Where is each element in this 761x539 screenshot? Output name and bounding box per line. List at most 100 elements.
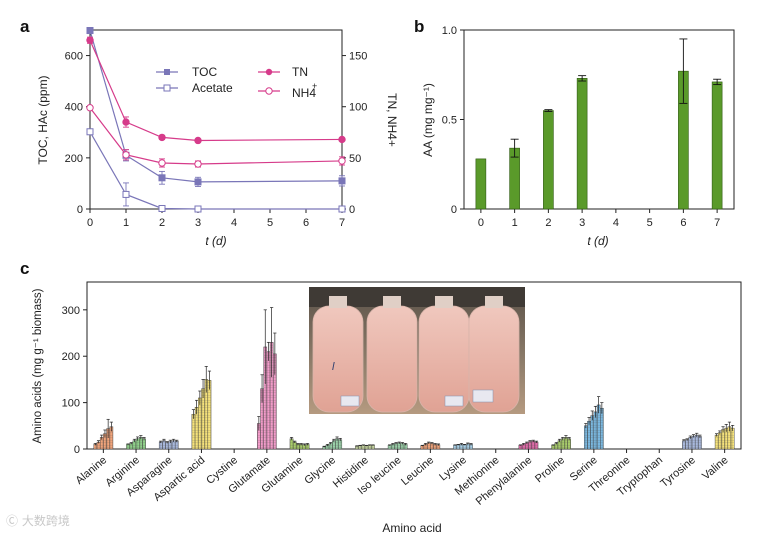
b-bar-7	[711, 81, 723, 210]
c-bar-hatch-18-4	[695, 435, 699, 449]
c-bar-hatch-5-3	[266, 351, 271, 449]
c-bar-hatch-2-0	[159, 442, 163, 449]
a-point-1-3	[194, 205, 202, 213]
c-bar-hatch-2-1	[162, 440, 166, 449]
a-x-tick-label-0: 0	[87, 217, 93, 229]
c-bar-hatch-5-0	[257, 423, 261, 449]
vial-4	[468, 296, 520, 413]
b-x-tick-label-2: 2	[545, 217, 551, 229]
c-bar-hatch-5-2	[263, 346, 267, 449]
c-bar-hatch-6-4	[302, 444, 306, 449]
panel-a: 0 1 2 3 4 5 6 7 0 200 400 600 0 50 100 150 t (d) TOC,…	[36, 26, 399, 248]
a-y-tick-label-600: 600	[65, 51, 83, 63]
c-bar-hatch-8-3	[364, 445, 369, 449]
c-bar-hatch-14-4	[564, 437, 568, 449]
c-bar-hatch-11-3	[463, 444, 467, 449]
c-bar-hatch-3-3	[201, 388, 205, 449]
c-bar-hatch-6-1	[293, 442, 297, 449]
b-bar-3	[576, 78, 588, 210]
c-bar-hatch-18-0	[682, 440, 686, 449]
c-bar-hatch-15-0	[584, 425, 588, 449]
c-bar-hatch-15-5	[600, 408, 604, 449]
c-bar-hatch-1-3	[136, 438, 140, 449]
c-bar-hatch-10-1	[423, 444, 428, 449]
c-bar-hatch-11-4	[466, 443, 470, 449]
a-point-0-3	[194, 178, 202, 186]
c-bar-hatch-13-4	[531, 441, 535, 449]
c-bar-hatch-15-2	[590, 415, 594, 449]
c-bar-hatch-10-2	[427, 442, 431, 449]
a-y2-tick-label-50: 50	[349, 153, 361, 165]
c-bar-hatch-18-1	[685, 439, 689, 449]
a-y2-tick-label-0: 0	[349, 204, 355, 216]
c-bar-hatch-10-3	[430, 443, 434, 449]
a-point-3-4	[338, 157, 346, 165]
vial-photo-inset: l	[309, 287, 525, 414]
c-bar-hatch-6-3	[299, 444, 303, 449]
c-bar-hatch-18-3	[691, 436, 696, 449]
legend-toc-label: TOC	[192, 65, 217, 79]
c-bar-hatch-8-4	[368, 445, 372, 449]
vial-1-mark: l	[332, 361, 335, 373]
panel-b-y-label: AA (mg mg⁻¹)	[421, 83, 435, 157]
c-bar-hatch-5-4	[270, 342, 274, 449]
panel-a-y-label: TOC, HAc (ppm)	[36, 75, 50, 164]
a-point-2-4	[338, 135, 346, 144]
a-point-2-1	[122, 118, 130, 126]
panel-label-b: b	[414, 17, 424, 36]
c-y-tick-label-0: 0	[74, 444, 80, 456]
c-bar-hatch-14-2	[557, 440, 562, 449]
panel-c-x-label: Amino acid	[382, 521, 441, 535]
panel-c: 0 100 200 300 AlanineArginineAsparagineAspa…	[32, 281, 742, 535]
a-x-tick-label-7: 7	[339, 217, 345, 229]
c-bar-hatch-19-2	[721, 429, 725, 449]
c-bar-hatch-9-5	[404, 444, 408, 449]
panel-a-y-ticks: 0 200 400 600	[65, 51, 90, 216]
panel-c-y-label: Amino acids (mg g⁻¹ biomass)	[32, 288, 44, 443]
c-bar-hatch-8-1	[358, 445, 362, 449]
c-y-tick-label-300: 300	[62, 305, 80, 317]
c-bar-hatch-1-0	[126, 444, 130, 449]
panel-a-x-ticks: 0 1 2 3 4 5 6 7	[87, 209, 345, 229]
c-bar-hatch-0-5	[109, 426, 113, 449]
legend-acetate-label: Acetate	[192, 81, 233, 95]
c-y-tick-label-200: 200	[62, 351, 80, 363]
c-bar-hatch-7-3	[332, 440, 336, 449]
c-bar-hatch-6-5	[305, 444, 310, 449]
b-y-tick-label-0.5: 0.5	[442, 115, 457, 127]
c-bar-hatch-0-3	[103, 433, 107, 449]
c-bar-hatch-7-0	[322, 446, 326, 449]
c-bar-hatch-9-2	[394, 443, 398, 449]
c-bar-hatch-11-1	[456, 444, 460, 449]
a-series-line-0	[89, 30, 343, 183]
a-point-0-0	[86, 27, 94, 35]
a-point-1-1	[122, 190, 130, 198]
c-bar-hatch-8-2	[361, 445, 365, 449]
c-bar-hatch-6-0	[289, 438, 294, 449]
c-bar-hatch-18-2	[688, 437, 692, 449]
legend-acetate: Acetate	[156, 81, 233, 95]
c-bar-hatch-1-1	[129, 443, 133, 449]
c-bar-hatch-11-2	[459, 444, 464, 449]
a-x-tick-label-1: 1	[123, 217, 129, 229]
c-bar-hatch-14-3	[561, 438, 565, 449]
legend-tn-label: TN	[292, 65, 308, 79]
c-x-tick-label-13: Phenylalanine	[474, 454, 535, 508]
c-bar-hatch-15-4	[597, 404, 601, 449]
c-bar-hatch-7-4	[335, 438, 339, 449]
legend-tn: TN	[258, 65, 308, 79]
a-y2-tick-label-150: 150	[349, 51, 367, 63]
b-x-tick-label-1: 1	[512, 217, 518, 229]
b-x-tick-label-5: 5	[647, 217, 653, 229]
c-bar-hatch-3-4	[204, 379, 208, 449]
a-point-1-4	[338, 205, 346, 213]
c-bar-hatch-1-4	[139, 437, 143, 449]
b-x-tick-label-3: 3	[579, 217, 585, 229]
c-y-tick-label-100: 100	[62, 398, 80, 410]
c-bar-hatch-10-0	[420, 445, 424, 449]
b-x-tick-label-0: 0	[478, 217, 484, 229]
c-bar-hatch-2-5	[175, 441, 179, 449]
panel-b-bars	[475, 38, 723, 210]
a-point-2-0	[86, 36, 94, 44]
a-x-tick-label-4: 4	[231, 217, 237, 229]
